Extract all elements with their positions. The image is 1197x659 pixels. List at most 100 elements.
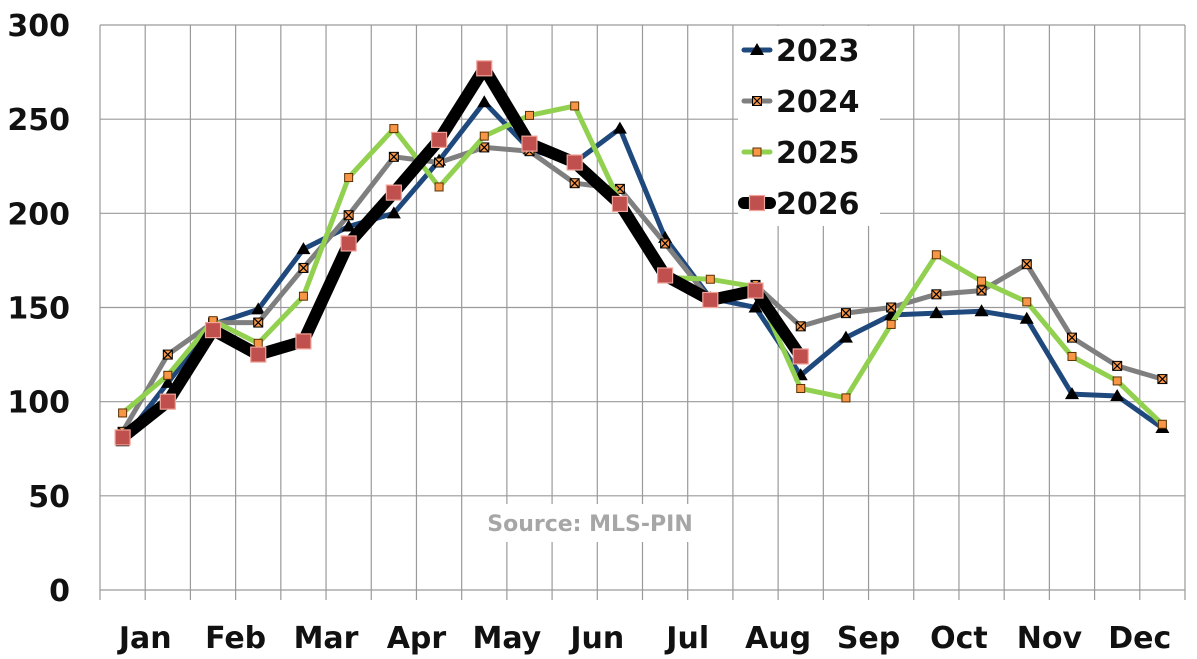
x-tick-label: Jul — [664, 621, 709, 656]
marker-cross — [660, 238, 671, 249]
data-point-2025 — [752, 147, 762, 157]
data-point-2025 — [389, 124, 399, 134]
data-point-2026 — [657, 267, 674, 284]
data-point-2024 — [886, 302, 897, 313]
series-lines — [114, 60, 1170, 447]
data-point-2025 — [570, 101, 580, 111]
data-point-2023 — [386, 206, 401, 219]
data-point-2026 — [385, 184, 402, 201]
x-tick-label: Dec — [1108, 621, 1171, 656]
data-point-2023 — [612, 121, 627, 134]
x-tick-label: May — [473, 621, 542, 656]
marker-cross — [841, 308, 851, 319]
data-point-2026 — [250, 346, 267, 363]
data-point-2025 — [1157, 419, 1167, 429]
data-point-2023 — [296, 242, 311, 255]
data-point-2023 — [341, 219, 356, 232]
marker-cross — [569, 178, 580, 189]
marker-cross — [886, 302, 897, 313]
series-line-2023 — [120, 99, 1165, 444]
y-tick-label: 300 — [7, 9, 70, 44]
data-point-2024 — [343, 210, 354, 221]
data-point-2026 — [476, 60, 493, 77]
data-point-2026 — [611, 195, 628, 213]
marker-cross — [298, 263, 309, 273]
data-point-2024 — [1066, 332, 1077, 343]
data-point-2025 — [253, 338, 263, 348]
data-point-2026 — [114, 429, 131, 446]
marker-cross — [795, 321, 806, 332]
y-axis-tick-labels: 0 50 100 150 200 250 300 — [7, 9, 70, 609]
legend-label: 2024 — [776, 85, 860, 120]
data-point-2025 — [1112, 376, 1122, 386]
data-point-2023 — [477, 95, 492, 108]
legend-item-2026: 2026 — [738, 187, 860, 222]
x-tick-label: Sep — [837, 621, 900, 656]
x-tick-label: Nov — [1017, 621, 1083, 656]
marker-cross — [479, 142, 490, 153]
marker-cross — [434, 157, 444, 168]
data-point-2023 — [929, 306, 944, 319]
marker-cross — [253, 317, 264, 328]
marker-cross — [1157, 374, 1168, 384]
data-point-2023 — [748, 300, 763, 313]
data-point-2026 — [204, 322, 222, 339]
data-point-2024 — [752, 96, 762, 106]
marker-cross — [1021, 259, 1032, 270]
data-point-2025 — [298, 291, 308, 301]
data-point-2024 — [298, 262, 309, 273]
data-point-2026 — [702, 291, 719, 309]
data-point-2025 — [163, 370, 173, 380]
data-point-2026 — [430, 131, 448, 148]
legend-item-2023: 2023 — [741, 34, 860, 69]
data-point-2024 — [479, 142, 490, 153]
data-point-2025 — [118, 408, 128, 418]
legend-item-2024: 2024 — [741, 85, 860, 120]
data-point-2025 — [931, 250, 941, 260]
data-point-2025 — [344, 173, 354, 183]
data-point-2024 — [1021, 259, 1032, 270]
data-point-2025 — [434, 182, 444, 192]
data-point-2025 — [841, 393, 851, 403]
legend-label: 2023 — [776, 34, 860, 69]
x-tick-label: Jun — [568, 621, 624, 656]
data-point-2026 — [295, 333, 312, 350]
x-tick-label: Aug — [745, 621, 811, 656]
data-point-2025 — [705, 274, 715, 284]
data-point-2023 — [1064, 387, 1079, 400]
data-point-2025 — [479, 131, 489, 141]
x-tick-label: Mar — [294, 621, 359, 656]
y-tick-label: 200 — [7, 197, 70, 232]
y-tick-label: 150 — [7, 292, 70, 327]
legend-item-2025: 2025 — [741, 136, 860, 171]
data-point-2024 — [614, 183, 625, 194]
x-axis-tick-labels: Jan Feb Mar Apr May Jun Jul Aug Sep Oct Nov Dec — [117, 621, 1171, 656]
data-point-2025 — [977, 276, 987, 286]
data-point-2023 — [1019, 311, 1034, 324]
data-point-2024 — [1112, 360, 1123, 371]
data-point-2024 — [569, 178, 580, 189]
marker-cross — [1112, 360, 1123, 371]
x-tick-label: Jan — [117, 621, 172, 656]
data-point-2024 — [795, 321, 806, 332]
data-point-2026 — [340, 235, 357, 252]
data-point-2024 — [840, 308, 851, 319]
series-markers-2026 — [114, 60, 809, 446]
data-point-2024 — [931, 289, 942, 300]
data-point-2024 — [660, 238, 671, 249]
series-line-2026 — [116, 62, 807, 444]
y-tick-label: 100 — [7, 386, 70, 421]
data-point-2024 — [253, 317, 264, 328]
data-point-2026 — [566, 154, 583, 171]
marker-cross — [1067, 332, 1077, 343]
data-point-2023 — [1110, 389, 1125, 402]
source-background — [468, 504, 714, 542]
data-point-2026 — [747, 282, 764, 299]
data-point-2026 — [521, 135, 538, 152]
x-tick-label: Oct — [930, 621, 988, 656]
data-point-2023 — [251, 302, 266, 315]
data-point-2024 — [162, 349, 173, 360]
data-point-2025 — [886, 319, 896, 329]
data-point-2025 — [796, 383, 806, 393]
data-point-2024 — [388, 151, 399, 162]
